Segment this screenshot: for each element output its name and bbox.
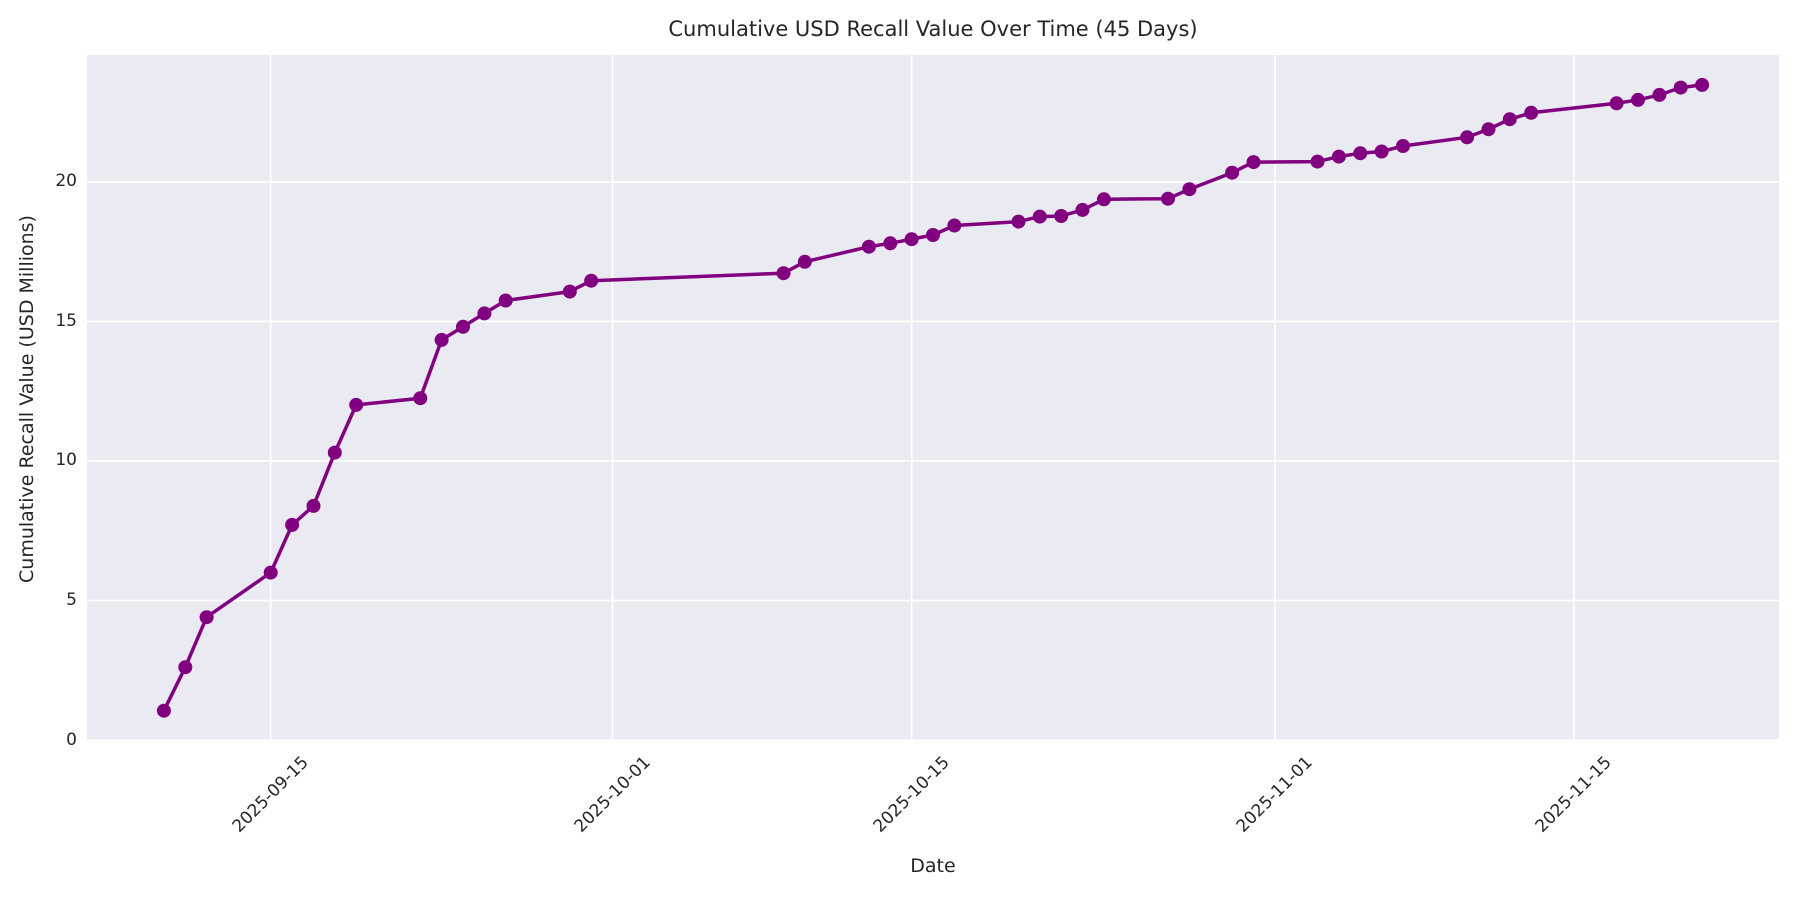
x-tick-label: 2025-10-15 bbox=[869, 752, 954, 837]
x-tick-label: 2025-09-15 bbox=[228, 752, 313, 837]
plot-area bbox=[87, 55, 1779, 740]
data-point-marker bbox=[1161, 191, 1175, 206]
data-point-marker bbox=[1609, 96, 1624, 111]
data-point-marker bbox=[1054, 209, 1069, 223]
data-point-marker bbox=[477, 306, 492, 321]
data-point-marker bbox=[1075, 202, 1090, 217]
data-point-marker bbox=[1246, 155, 1261, 170]
data-point-marker bbox=[584, 273, 599, 288]
data-point-marker bbox=[562, 284, 577, 299]
data-point-marker bbox=[861, 239, 876, 254]
data-point-marker bbox=[1695, 77, 1710, 92]
data-point-marker bbox=[1524, 105, 1539, 120]
data-point-marker bbox=[776, 266, 791, 281]
data-point-marker bbox=[306, 498, 321, 513]
data-point-marker bbox=[285, 517, 300, 532]
data-point-marker bbox=[947, 218, 962, 233]
x-tick-label: 2025-10-01 bbox=[570, 752, 655, 837]
data-point-marker bbox=[1460, 130, 1475, 145]
data-point-marker bbox=[327, 445, 342, 460]
data-point-marker bbox=[1481, 122, 1496, 137]
data-point-marker bbox=[1652, 87, 1667, 102]
y-tick-label: 15 bbox=[55, 310, 77, 331]
data-point-marker bbox=[926, 228, 940, 242]
data-point-marker bbox=[1353, 146, 1368, 161]
data-point-marker bbox=[498, 293, 513, 308]
data-point-marker bbox=[1374, 144, 1389, 159]
y-tick-label: 5 bbox=[66, 589, 77, 610]
data-point-marker bbox=[797, 254, 812, 269]
data-point-marker bbox=[1631, 92, 1645, 107]
data-point-marker bbox=[413, 391, 428, 406]
data-point-marker bbox=[456, 319, 470, 334]
y-tick-label: 20 bbox=[55, 171, 77, 192]
data-point-marker bbox=[1182, 182, 1197, 197]
data-point-marker bbox=[1396, 139, 1410, 153]
data-point-marker bbox=[1310, 154, 1325, 169]
x-axis-label: Date bbox=[910, 855, 956, 877]
x-tick-label: 2025-11-01 bbox=[1232, 752, 1317, 837]
line-series-canvas bbox=[87, 55, 1779, 740]
data-point-marker bbox=[178, 660, 193, 675]
data-point-marker bbox=[904, 232, 919, 247]
data-point-marker bbox=[883, 236, 898, 251]
data-point-marker bbox=[1331, 149, 1346, 164]
data-point-marker bbox=[1032, 209, 1047, 224]
y-tick-label: 0 bbox=[66, 729, 77, 750]
data-point-marker bbox=[199, 610, 214, 625]
data-point-marker bbox=[349, 397, 364, 412]
series-line bbox=[162, 83, 1704, 713]
data-point-marker bbox=[434, 332, 449, 347]
data-point-marker bbox=[1096, 192, 1111, 207]
chart-title: Cumulative USD Recall Value Over Time (4… bbox=[668, 17, 1198, 41]
data-point-marker bbox=[1673, 80, 1688, 95]
y-tick-label: 10 bbox=[55, 450, 77, 471]
data-point-marker bbox=[263, 565, 278, 580]
data-point-marker bbox=[156, 703, 171, 718]
data-point-marker bbox=[1225, 165, 1240, 180]
x-tick-label: 2025-11-15 bbox=[1531, 752, 1616, 837]
data-point-marker bbox=[1011, 214, 1026, 229]
data-point-marker bbox=[1502, 112, 1517, 127]
